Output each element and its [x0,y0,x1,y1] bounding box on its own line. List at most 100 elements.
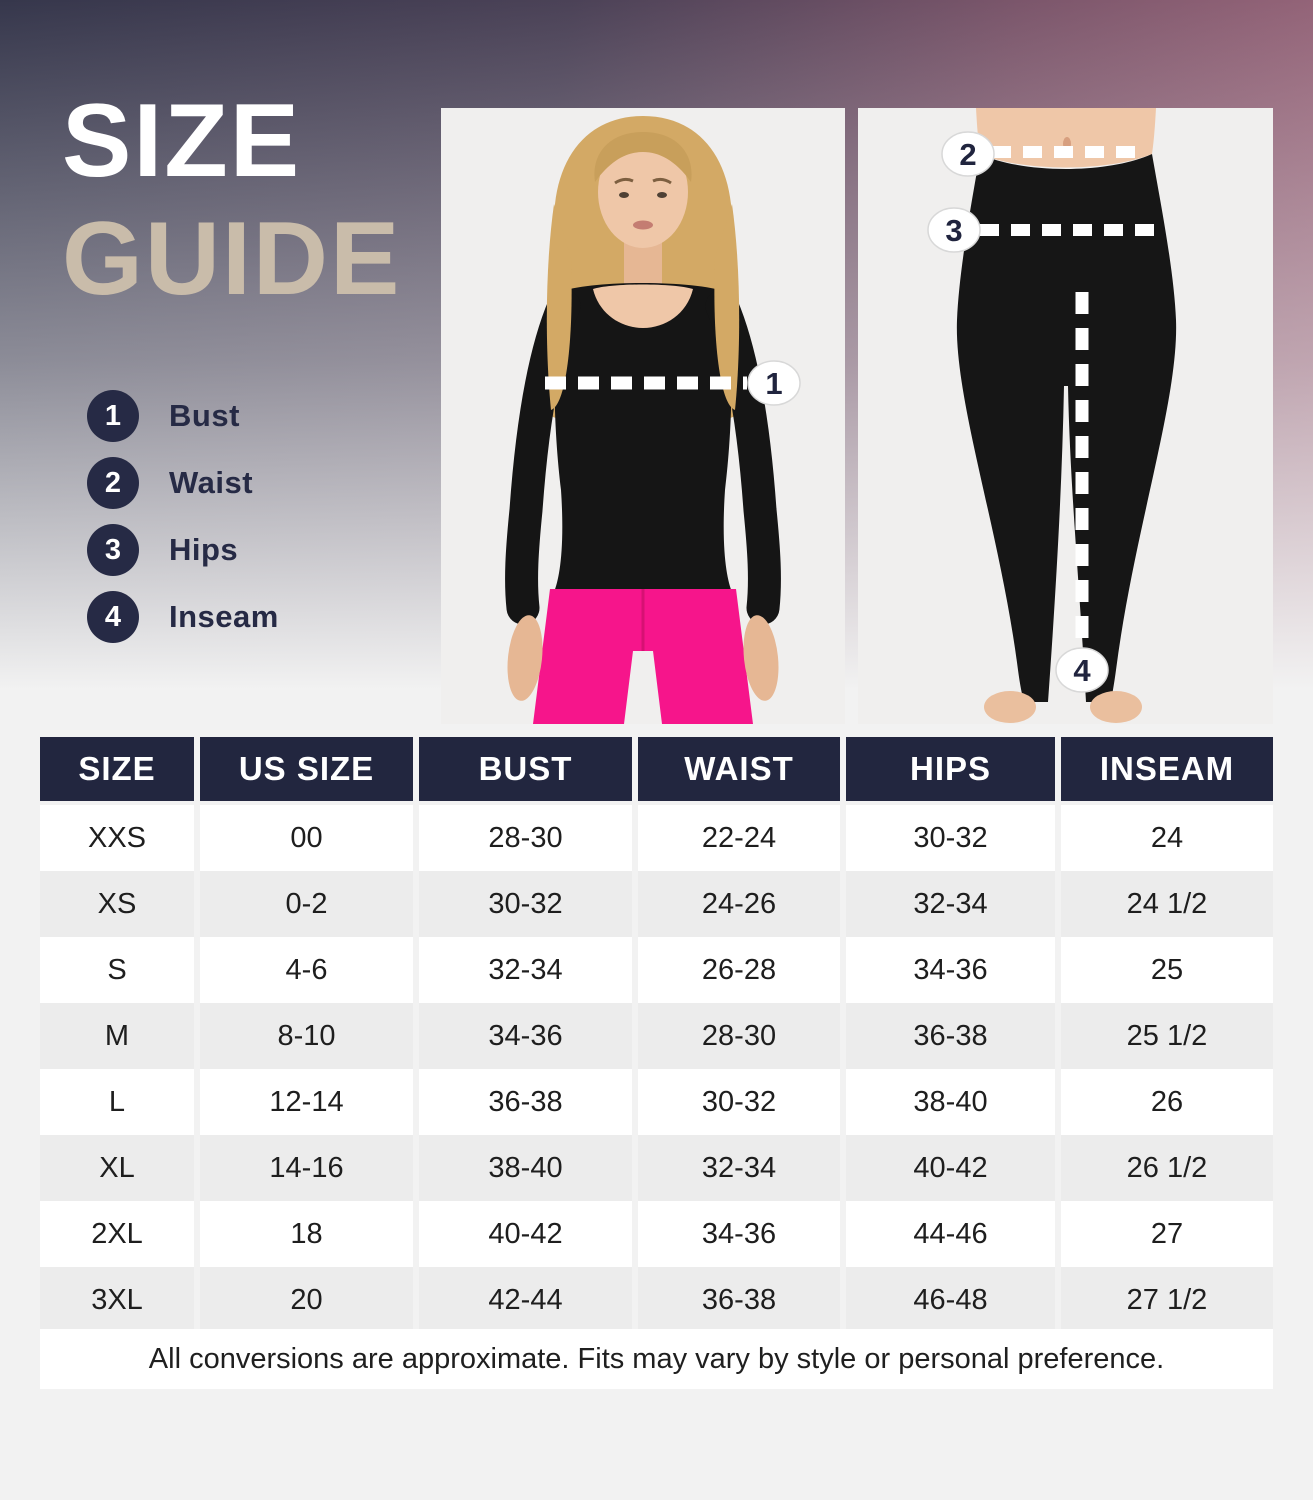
table-cell: 40-42 [419,1201,632,1267]
table-cell: 34-36 [419,1003,632,1069]
model-figure-bottom [956,108,1177,723]
table-header-hips: HIPS [846,737,1055,801]
table-cell: 38-40 [419,1135,632,1201]
table-cell: 00 [200,805,413,871]
table-cell: 38-40 [846,1069,1055,1135]
table-cell: M [40,1003,194,1069]
table-row-2xl: 2XL 18 40-42 34-36 44-46 27 [40,1201,1273,1267]
legend-label-bust: Bust [169,398,240,433]
table-header-size: SIZE [40,737,194,801]
table-cell: 34-36 [638,1201,840,1267]
table-cell: 26 1/2 [1061,1135,1273,1201]
legend-badge-4: 4 [87,591,139,643]
table-cell: 42-44 [419,1267,632,1333]
table-cell: 3XL [40,1267,194,1333]
table-cell: 28-30 [638,1003,840,1069]
table-header-inseam: INSEAM [1061,737,1273,801]
measure-badge-3 [927,207,981,253]
model-photo-bust: 1 [441,108,845,724]
measure-badge-2-number: 2 [959,137,976,172]
table-cell: 8-10 [200,1003,413,1069]
table-row-s: S 4-6 32-34 26-28 34-36 25 [40,937,1273,1003]
table-cell: 12-14 [200,1069,413,1135]
table-cell: XL [40,1135,194,1201]
measure-badge-4-number: 4 [1073,653,1091,688]
table-row-xxs: XXS 00 28-30 22-24 30-32 24 [40,805,1273,871]
bust-measure-line: 1 [545,360,801,406]
table-cell: 4-6 [200,937,413,1003]
model-photo-bust-illustration: 1 [505,116,801,724]
measure-badge-3-number: 3 [945,213,962,248]
table-row-xs: XS 0-2 30-32 24-26 32-34 24 1/2 [40,871,1273,937]
size-table: SIZE US SIZE BUST WAIST HIPS INSEAM XXS … [40,737,1273,1333]
table-row-m: M 8-10 34-36 28-30 36-38 25 1/2 [40,1003,1273,1069]
footnote: All conversions are approximate. Fits ma… [40,1329,1273,1389]
table-cell: 40-42 [846,1135,1055,1201]
table-cell: 2XL [40,1201,194,1267]
page-title: SIZE GUIDE [62,82,401,318]
legend-badge-2: 2 [87,457,139,509]
model-photo-leggings-illustration: 2 3 4 [927,108,1177,723]
page-title-guide: GUIDE [62,201,402,317]
legend-label-waist: Waist [169,465,254,500]
table-cell: 32-34 [638,1135,840,1201]
legend-item-bust: 1 Bust [87,390,279,442]
table-cell: 0-2 [200,871,413,937]
model-photo-leggings: 2 3 4 [858,108,1273,724]
table-cell: 32-34 [846,871,1055,937]
table-header-waist: WAIST [638,737,840,801]
table-cell: S [40,937,194,1003]
table-cell: 24 1/2 [1061,871,1273,937]
table-cell: 46-48 [846,1267,1055,1333]
legend-item-waist: 2 Waist [87,457,279,509]
table-row-xl: XL 14-16 38-40 32-34 40-42 26 1/2 [40,1135,1273,1201]
table-cell: 30-32 [846,805,1055,871]
hips-measure-line: 3 [927,207,1155,253]
table-cell: XS [40,871,194,937]
table-cell: 32-34 [419,937,632,1003]
legend-label-hips: Hips [169,532,239,567]
table-cell: 14-16 [200,1135,413,1201]
table-cell: 34-36 [846,937,1055,1003]
measure-badge-1-number: 1 [765,366,782,401]
table-cell: 28-30 [419,805,632,871]
legend-badge-1: 1 [87,390,139,442]
table-cell: L [40,1069,194,1135]
measure-badge-2 [941,131,995,177]
table-cell: 36-38 [846,1003,1055,1069]
measure-badge-4 [1055,647,1109,693]
table-header-row: SIZE US SIZE BUST WAIST HIPS INSEAM [40,737,1273,801]
legend-label-inseam: Inseam [169,599,279,634]
legend-badge-3: 3 [87,524,139,576]
table-cell: 27 1/2 [1061,1267,1273,1333]
table-cell: 24-26 [638,871,840,937]
table-cell: 36-38 [638,1267,840,1333]
table-row-l: L 12-14 36-38 30-32 38-40 26 [40,1069,1273,1135]
table-cell: 26-28 [638,937,840,1003]
table-cell: 25 1/2 [1061,1003,1273,1069]
table-cell: XXS [40,805,194,871]
model-figure-top [505,116,781,724]
table-cell: 20 [200,1267,413,1333]
table-cell: 36-38 [419,1069,632,1135]
table-cell: 18 [200,1201,413,1267]
measure-badge-1 [747,360,801,406]
table-row-3xl: 3XL 20 42-44 36-38 46-48 27 1/2 [40,1267,1273,1333]
measurement-legend: 1 Bust 2 Waist 3 Hips 4 Inseam [87,390,279,658]
page-title-size: SIZE [62,83,302,199]
table-cell: 30-32 [638,1069,840,1135]
table-cell: 22-24 [638,805,840,871]
table-cell: 26 [1061,1069,1273,1135]
table-cell: 44-46 [846,1201,1055,1267]
table-cell: 25 [1061,937,1273,1003]
table-cell: 30-32 [419,871,632,937]
inseam-measure-line: 4 [1055,292,1109,693]
legend-item-hips: 3 Hips [87,524,279,576]
waist-measure-line: 2 [941,131,1142,177]
legend-item-inseam: 4 Inseam [87,591,279,643]
table-cell: 24 [1061,805,1273,871]
table-header-us-size: US SIZE [200,737,413,801]
table-cell: 27 [1061,1201,1273,1267]
table-header-bust: BUST [419,737,632,801]
